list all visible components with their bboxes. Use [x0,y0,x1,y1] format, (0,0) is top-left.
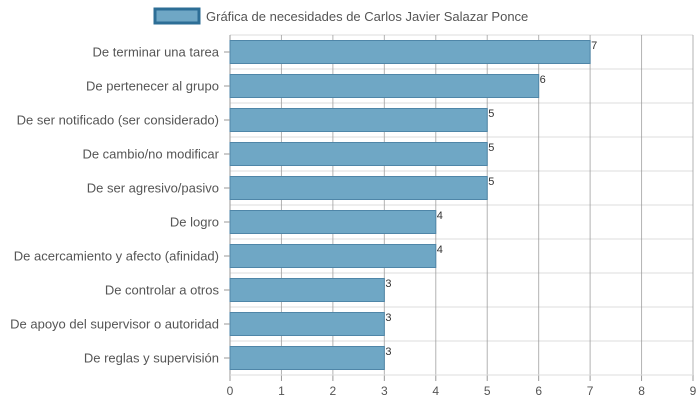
legend-swatch [153,7,201,25]
value-label: 5 [488,142,494,154]
bar[interactable] [229,346,385,370]
value-label: 5 [488,108,494,120]
category-label: De controlar a otros [105,283,220,298]
category-label: De ser notificado (ser considerado) [17,113,219,128]
x-tick-label: 3 [381,384,388,398]
x-tick-label: 5 [484,384,491,398]
category-label: De pertenecer al grupo [86,79,219,94]
x-tick-label: 2 [330,384,337,398]
axes [224,51,694,381]
x-tick-label: 0 [227,384,234,398]
bar[interactable] [229,40,591,64]
bar[interactable] [229,210,437,234]
bar[interactable] [229,74,540,98]
value-label: 5 [488,176,494,188]
x-tick-label: 6 [535,384,542,398]
bar[interactable] [229,278,385,302]
x-tick-label: 1 [278,384,285,398]
value-label: 3 [385,278,391,290]
bar[interactable] [229,244,437,268]
category-label: De acercamiento y afecto (afinidad) [14,249,219,264]
value-label: 3 [385,312,391,324]
category-label: De terminar una tarea [93,45,220,60]
bar[interactable] [229,312,385,336]
bar[interactable] [229,176,488,200]
value-label: 4 [437,244,443,256]
category-label: De apoyo del supervisor o autoridad [10,317,219,332]
category-label: De reglas y supervisión [84,351,219,366]
value-label: 3 [385,346,391,358]
value-label: 6 [540,74,546,86]
value-label: 7 [591,40,597,52]
category-label: De logro [170,215,219,230]
x-tick-label: 4 [432,384,439,398]
legend-label: Gráfica de necesidades de Carlos Javier … [206,9,528,24]
labels: 0 1 2 3 4 5 6 7 8 9 De terminar una tarea 7 De perte… [10,40,697,398]
x-tick-label: 9 [690,384,697,398]
value-label: 4 [437,210,443,222]
bar[interactable] [229,142,488,166]
x-tick-label: 8 [638,384,645,398]
x-tick-label: 7 [587,384,594,398]
category-label: De ser agresivo/pasivo [87,181,219,196]
bar[interactable] [229,108,488,132]
category-label: De cambio/no modificar [82,147,219,162]
legend[interactable]: Gráfica de necesidades de Carlos Javier … [153,7,528,25]
